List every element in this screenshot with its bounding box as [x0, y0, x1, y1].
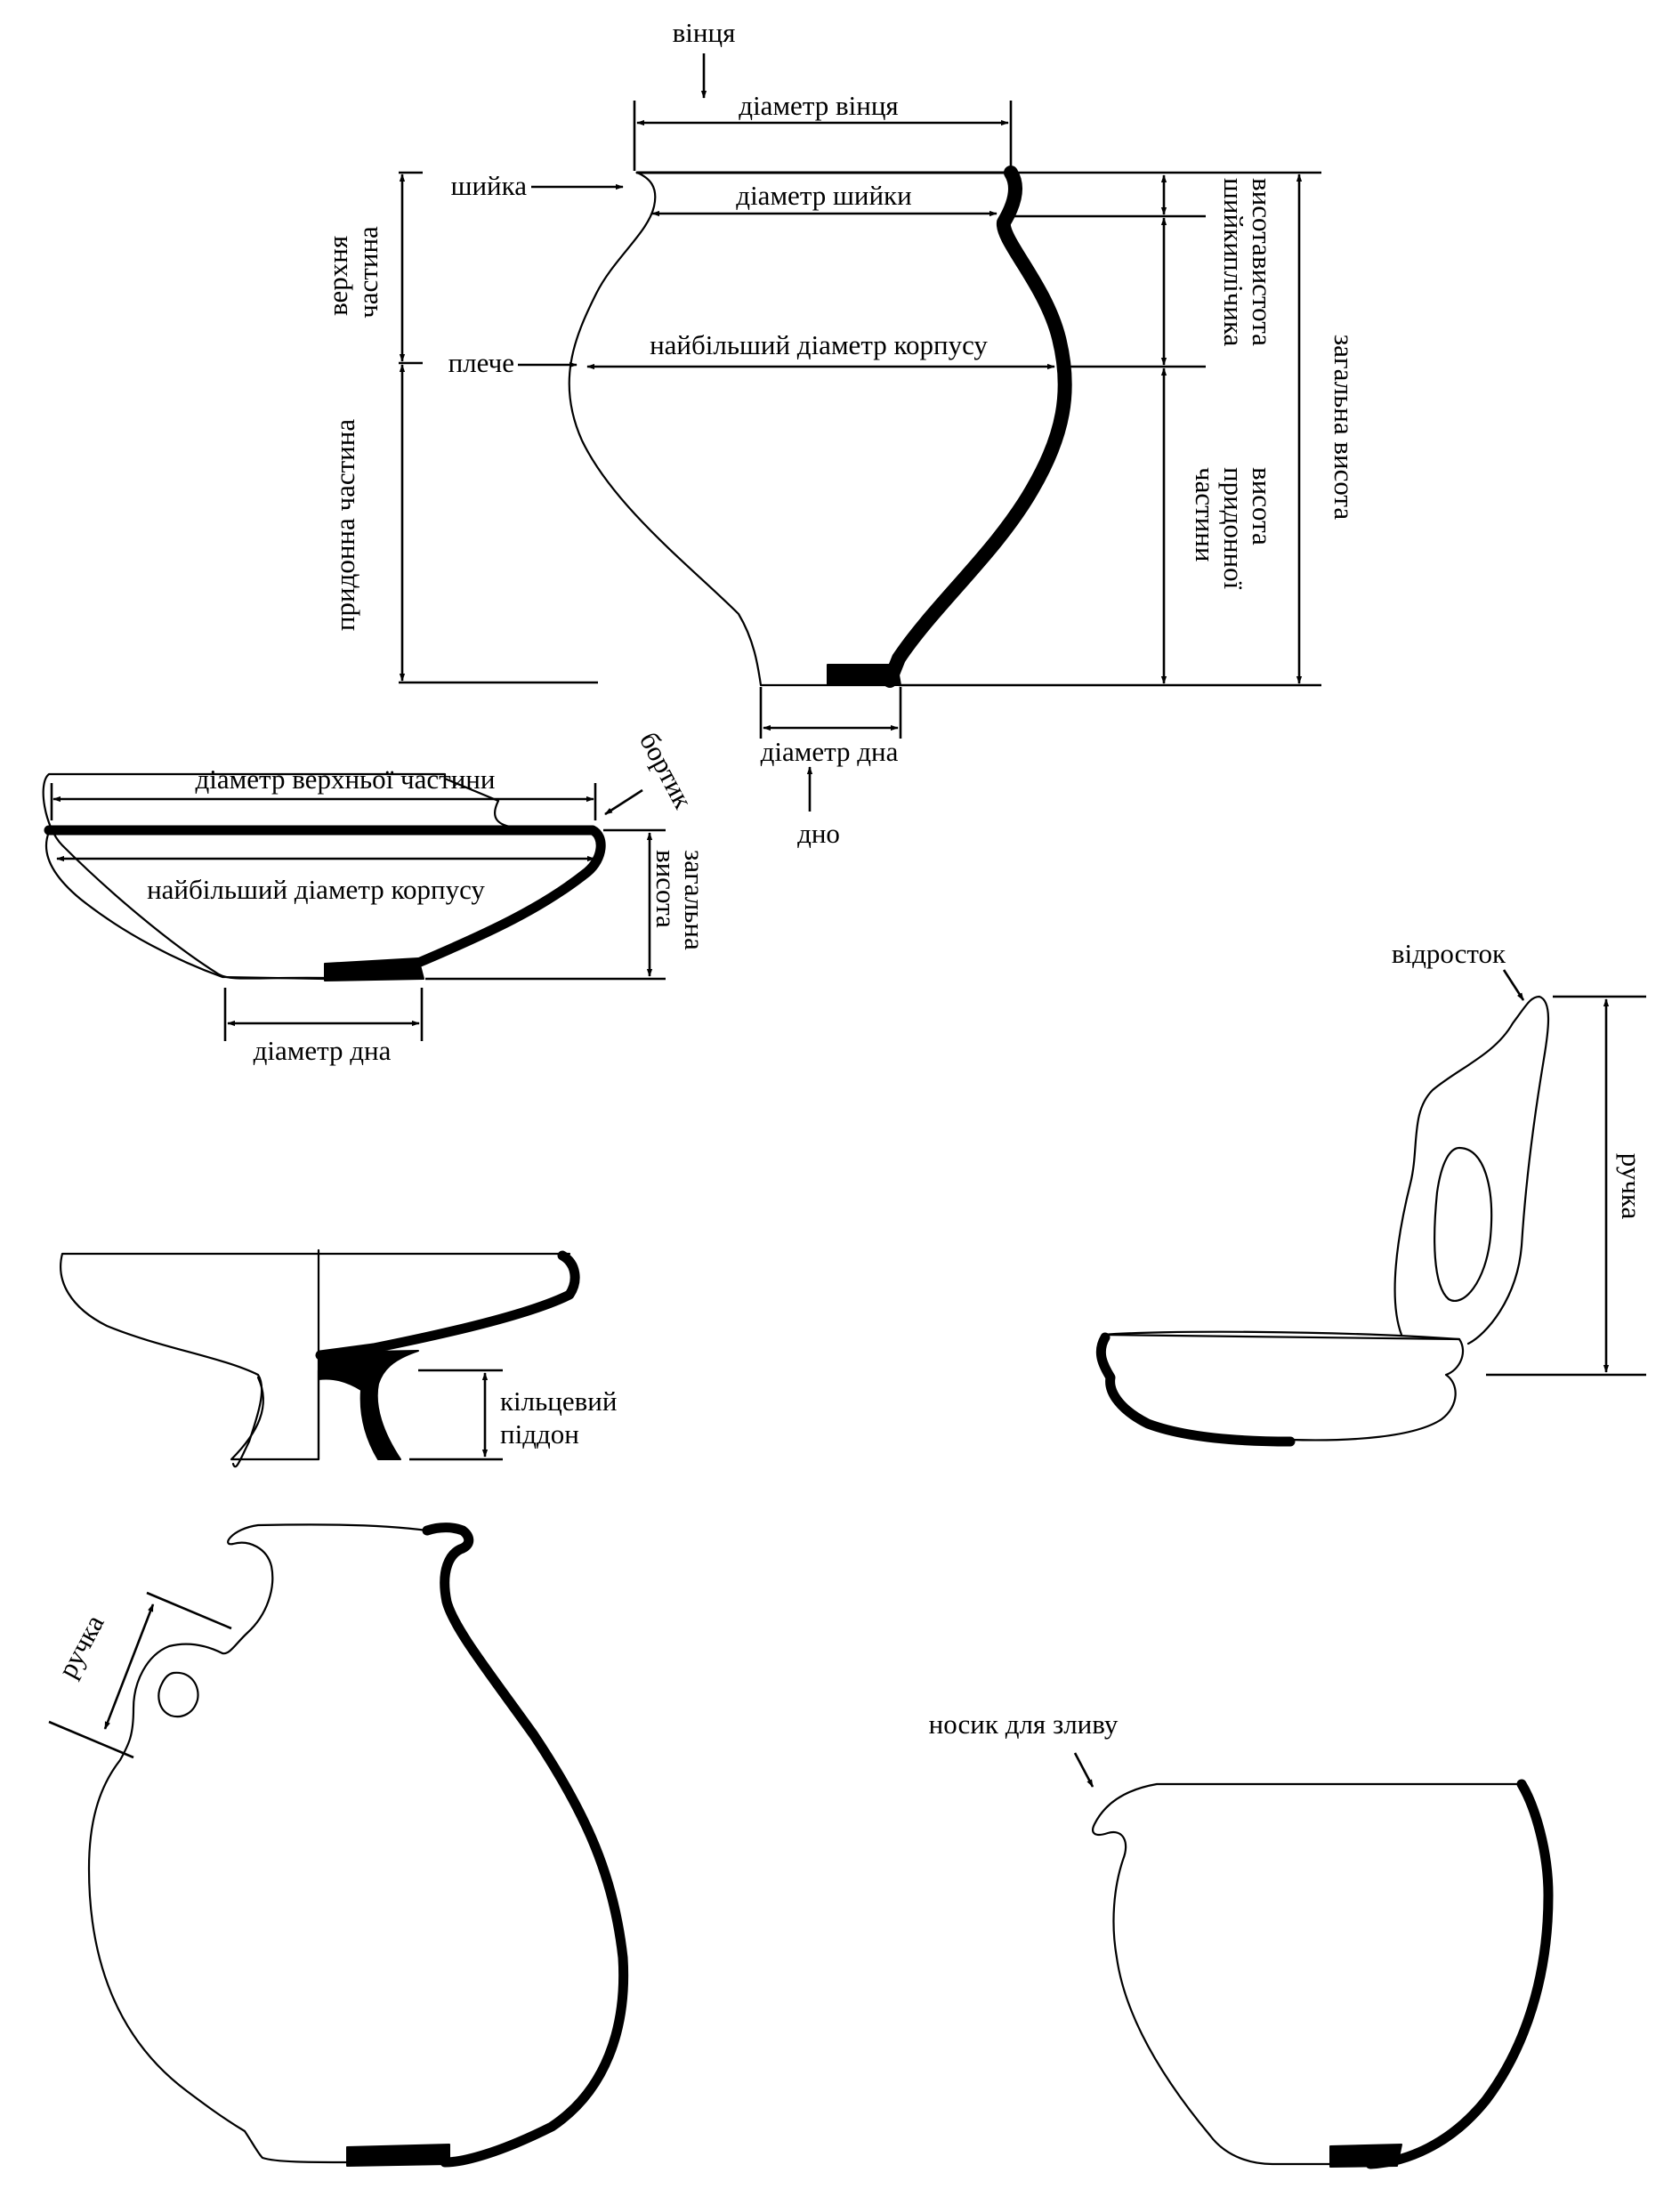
label-bowl-max-diameter: найбільший діаметр корпусу — [147, 874, 485, 905]
label-handle-right: ручка — [1616, 1153, 1647, 1220]
spouted-cup-vessel — [1092, 1779, 1554, 2169]
upper-part-line1: верхня — [322, 236, 353, 316]
pot-vessel — [568, 166, 1072, 688]
jug-outline-left — [87, 1523, 429, 2164]
bowl-edge-pointer-arrow — [604, 788, 643, 816]
cup-outline-right — [1102, 1330, 1465, 1442]
handle-hole — [1434, 1146, 1493, 1302]
upper-part-line2: частина — [352, 226, 384, 319]
spouted-cup-outline-left — [1092, 1782, 1523, 2166]
projection-pointer-arrow — [1502, 969, 1525, 1001]
spout-pointer-arrow — [1073, 1752, 1094, 1788]
svg-text:вистота плічика: вистота плічика — [1218, 256, 1278, 353]
footed-bowl-outline — [60, 1252, 571, 1468]
label-neck-diameter: діаметр шийки — [736, 180, 911, 211]
bowl-vessel — [42, 772, 606, 981]
bowl-base-section — [324, 957, 424, 981]
label-rim: вінця — [673, 17, 736, 48]
jug-handle-dimension-line — [103, 1603, 155, 1730]
label-base-diameter: діаметр дна — [761, 736, 899, 767]
footed-bowl-vessel — [60, 1248, 580, 1468]
spouted-cup-base-section — [1329, 2144, 1402, 2168]
pot-section-right — [883, 166, 1072, 688]
jug-vessel — [87, 1522, 629, 2168]
footed-bowl-foot-section — [318, 1350, 419, 1460]
label-neck-height: висота шийки — [1218, 178, 1278, 263]
pot-outline-left — [568, 171, 896, 687]
label-rim-diameter: діаметр вінця — [739, 90, 898, 121]
label-max-body-diameter: найбільший діаметр корпусу — [650, 329, 988, 360]
label-jug-handle: ручка — [52, 1610, 110, 1683]
handled-cup-vessel — [1095, 995, 1550, 1447]
label-bottom-part: придонна частина — [329, 419, 360, 631]
bowl-section-right — [44, 825, 606, 968]
cup-section-left — [1095, 1332, 1296, 1447]
label-projection: відросток — [1392, 938, 1506, 969]
footed-bowl-foot-left — [230, 1369, 320, 1461]
label-base: дно — [797, 818, 840, 849]
jug-handle-hole — [158, 1671, 199, 1718]
jug-base-section — [346, 2144, 450, 2167]
label-shoulder-height: вистота плічика — [1218, 256, 1278, 353]
svg-text:загальна висота: загальна висота — [650, 850, 710, 957]
label-neck: шийка — [451, 170, 528, 201]
svg-text:висота придонної ч: висота придонної частини — [1190, 467, 1278, 596]
label-bowl-total-height: загальна висота — [650, 850, 710, 957]
handle-outer — [1393, 995, 1550, 1345]
label-shoulder: плече — [448, 347, 514, 378]
label-ring-foot: кільцевий піддон — [500, 1385, 617, 1450]
cup-rim-line — [1102, 1333, 1461, 1341]
svg-text:кільцевий: кільцевий — [500, 1385, 617, 1417]
label-upper-part: верхня частина — [322, 226, 384, 319]
jug-handle-ext-bottom — [48, 1720, 134, 1759]
label-bottom-part-height: висота придонної частини — [1190, 467, 1278, 596]
footed-bowl-wall-section — [315, 1250, 580, 1361]
bowl-left-wall — [44, 830, 327, 981]
label-bowl-top-diameter: діаметр верхньої частини — [196, 763, 496, 795]
pot-base-section — [827, 664, 901, 686]
label-bowl-edge: бортик — [634, 727, 699, 814]
spouted-cup-section-right — [1365, 1779, 1554, 2169]
label-bowl-base-diameter: діаметр дна — [254, 1035, 392, 1066]
jug-section-right — [422, 1522, 629, 2168]
jug-handle-ext-top — [146, 1591, 232, 1630]
label-total-height: загальна висота — [1329, 335, 1360, 520]
label-spout: носик для зливу — [929, 1708, 1119, 1740]
svg-text:висота шийки: висота шийки — [1218, 178, 1278, 263]
svg-text:верхня частина: верхня частина — [322, 226, 384, 319]
svg-text:піддон: піддон — [500, 1418, 579, 1450]
